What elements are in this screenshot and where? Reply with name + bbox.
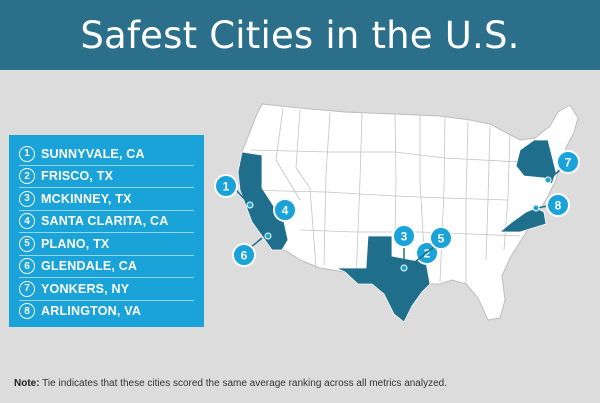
marker-8-label: 8 [555,199,562,213]
marker-7: 7 [544,150,580,184]
marker-4-label: 4 [282,204,289,218]
legend-item: 5 PLANO, TX [19,233,194,256]
legend-item: 2 FRISCO, TX [19,166,194,188]
legend-city: GLENDALE, CA [41,259,138,274]
city-legend: 1 SUNNYVALE, CA 2 FRISCO, TX 3 MCKINNEY,… [9,135,204,327]
legend-number: 5 [19,235,35,252]
marker-5-label: 5 [438,232,445,246]
legend-item: 4 SANTA CLARITA, CA [19,211,194,233]
marker-3-label: 3 [401,230,408,244]
legend-item: 1 SUNNYVALE, CA [19,143,194,166]
marker-2-label: 2 [424,247,431,261]
legend-item: 7 YONKERS, NY [19,278,194,301]
state-new-york [515,139,557,185]
marker-8: 8 [532,193,570,217]
legend-city: YONKERS, NY [41,281,130,296]
marker-1-label: 1 [223,180,230,194]
legend-item: 3 MCKINNEY, TX [19,188,194,211]
legend-city: SUNNYVALE, CA [41,146,145,161]
legend-number: 6 [19,258,35,275]
legend-number: 3 [19,190,35,207]
legend-city: SANTA CLARITA, CA [41,214,169,229]
legend-number: 1 [19,145,35,162]
header-banner: Safest Cities in the U.S. [0,0,600,70]
marker-1: 1 [214,174,254,209]
footnote-label: Note: [14,378,40,389]
legend-number: 4 [19,213,35,230]
legend-item: 6 GLENDALE, CA [19,256,194,278]
state-texas [335,235,431,323]
legend-city: ARLINGTON, VA [41,304,142,319]
marker-7-label: 7 [565,156,572,170]
state-virginia [498,207,547,233]
legend-number: 2 [19,168,35,185]
footnote: Note: Tie indicates that these cities sc… [14,378,447,389]
marker-4: 4 [264,198,297,240]
legend-city: MCKINNEY, TX [41,191,132,206]
marker-6: 6 [232,237,263,267]
legend-city: FRISCO, TX [41,169,114,184]
footnote-text: Tie indicates that these cities scored t… [42,378,447,389]
legend-number: 7 [19,280,35,297]
legend-city: PLANO, TX [41,236,110,251]
page-title: Safest Cities in the U.S. [80,13,520,57]
marker-5: 5 [409,226,453,267]
us-map: 1 4 6 3 2 5 7 8 [214,103,580,323]
legend-number: 8 [19,303,35,320]
marker-6-label: 6 [241,249,248,263]
marker-3: 3 [392,224,416,272]
legend-item: 8 ARLINGTON, VA [19,301,194,323]
